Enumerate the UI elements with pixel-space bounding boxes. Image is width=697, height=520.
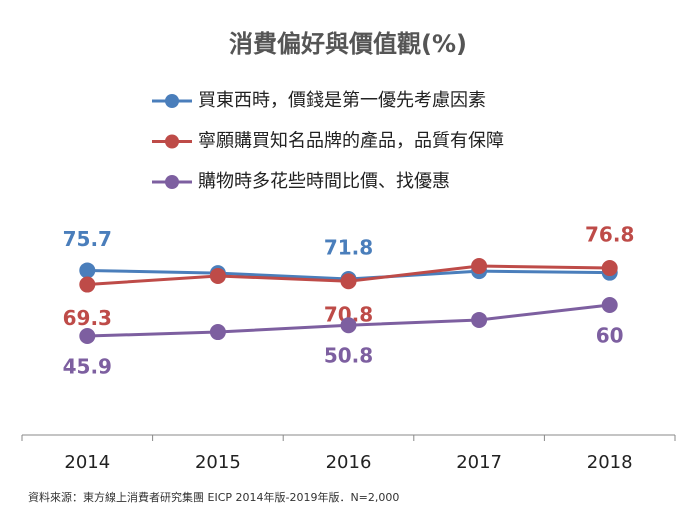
x-tick-label: 2015	[195, 452, 241, 473]
legend-marker	[165, 134, 179, 149]
x-tick-label: 2016	[326, 452, 372, 473]
data-label: 60	[596, 324, 624, 348]
data-label: 50.8	[324, 344, 373, 368]
data-point	[601, 260, 618, 277]
x-tick-label: 2014	[64, 452, 110, 473]
data-label: 76.8	[585, 223, 634, 247]
legend-marker	[165, 94, 179, 108]
data-label: 75.7	[63, 227, 112, 251]
chart-title: 消費偏好與價值觀(%)	[229, 30, 467, 58]
source-note: 資料來源：東方線上消費者研究集團 EICP 2014年版-2019年版．N=2,…	[28, 490, 399, 504]
data-point	[340, 273, 357, 290]
data-point	[471, 311, 488, 328]
data-label: 69.3	[63, 306, 112, 330]
data-point	[79, 328, 96, 345]
data-point	[79, 262, 96, 279]
legend-label: 買東西時，價錢是第一優先考慮因素	[198, 90, 486, 111]
data-point	[601, 297, 618, 313]
data-point	[79, 276, 96, 293]
data-label: 45.9	[63, 355, 112, 379]
legend-marker	[165, 175, 179, 189]
data-point	[471, 258, 488, 275]
data-label: 71.8	[324, 236, 373, 260]
legend-label: 購物時多花些時間比價、找優惠	[198, 171, 450, 192]
x-tick-label: 2018	[587, 452, 633, 473]
legend-label: 寧願購買知名品牌的產品，品質有保障	[198, 131, 504, 152]
data-point	[209, 267, 226, 284]
data-point	[340, 317, 357, 334]
x-tick-label: 2017	[456, 452, 502, 473]
data-point	[209, 324, 226, 341]
